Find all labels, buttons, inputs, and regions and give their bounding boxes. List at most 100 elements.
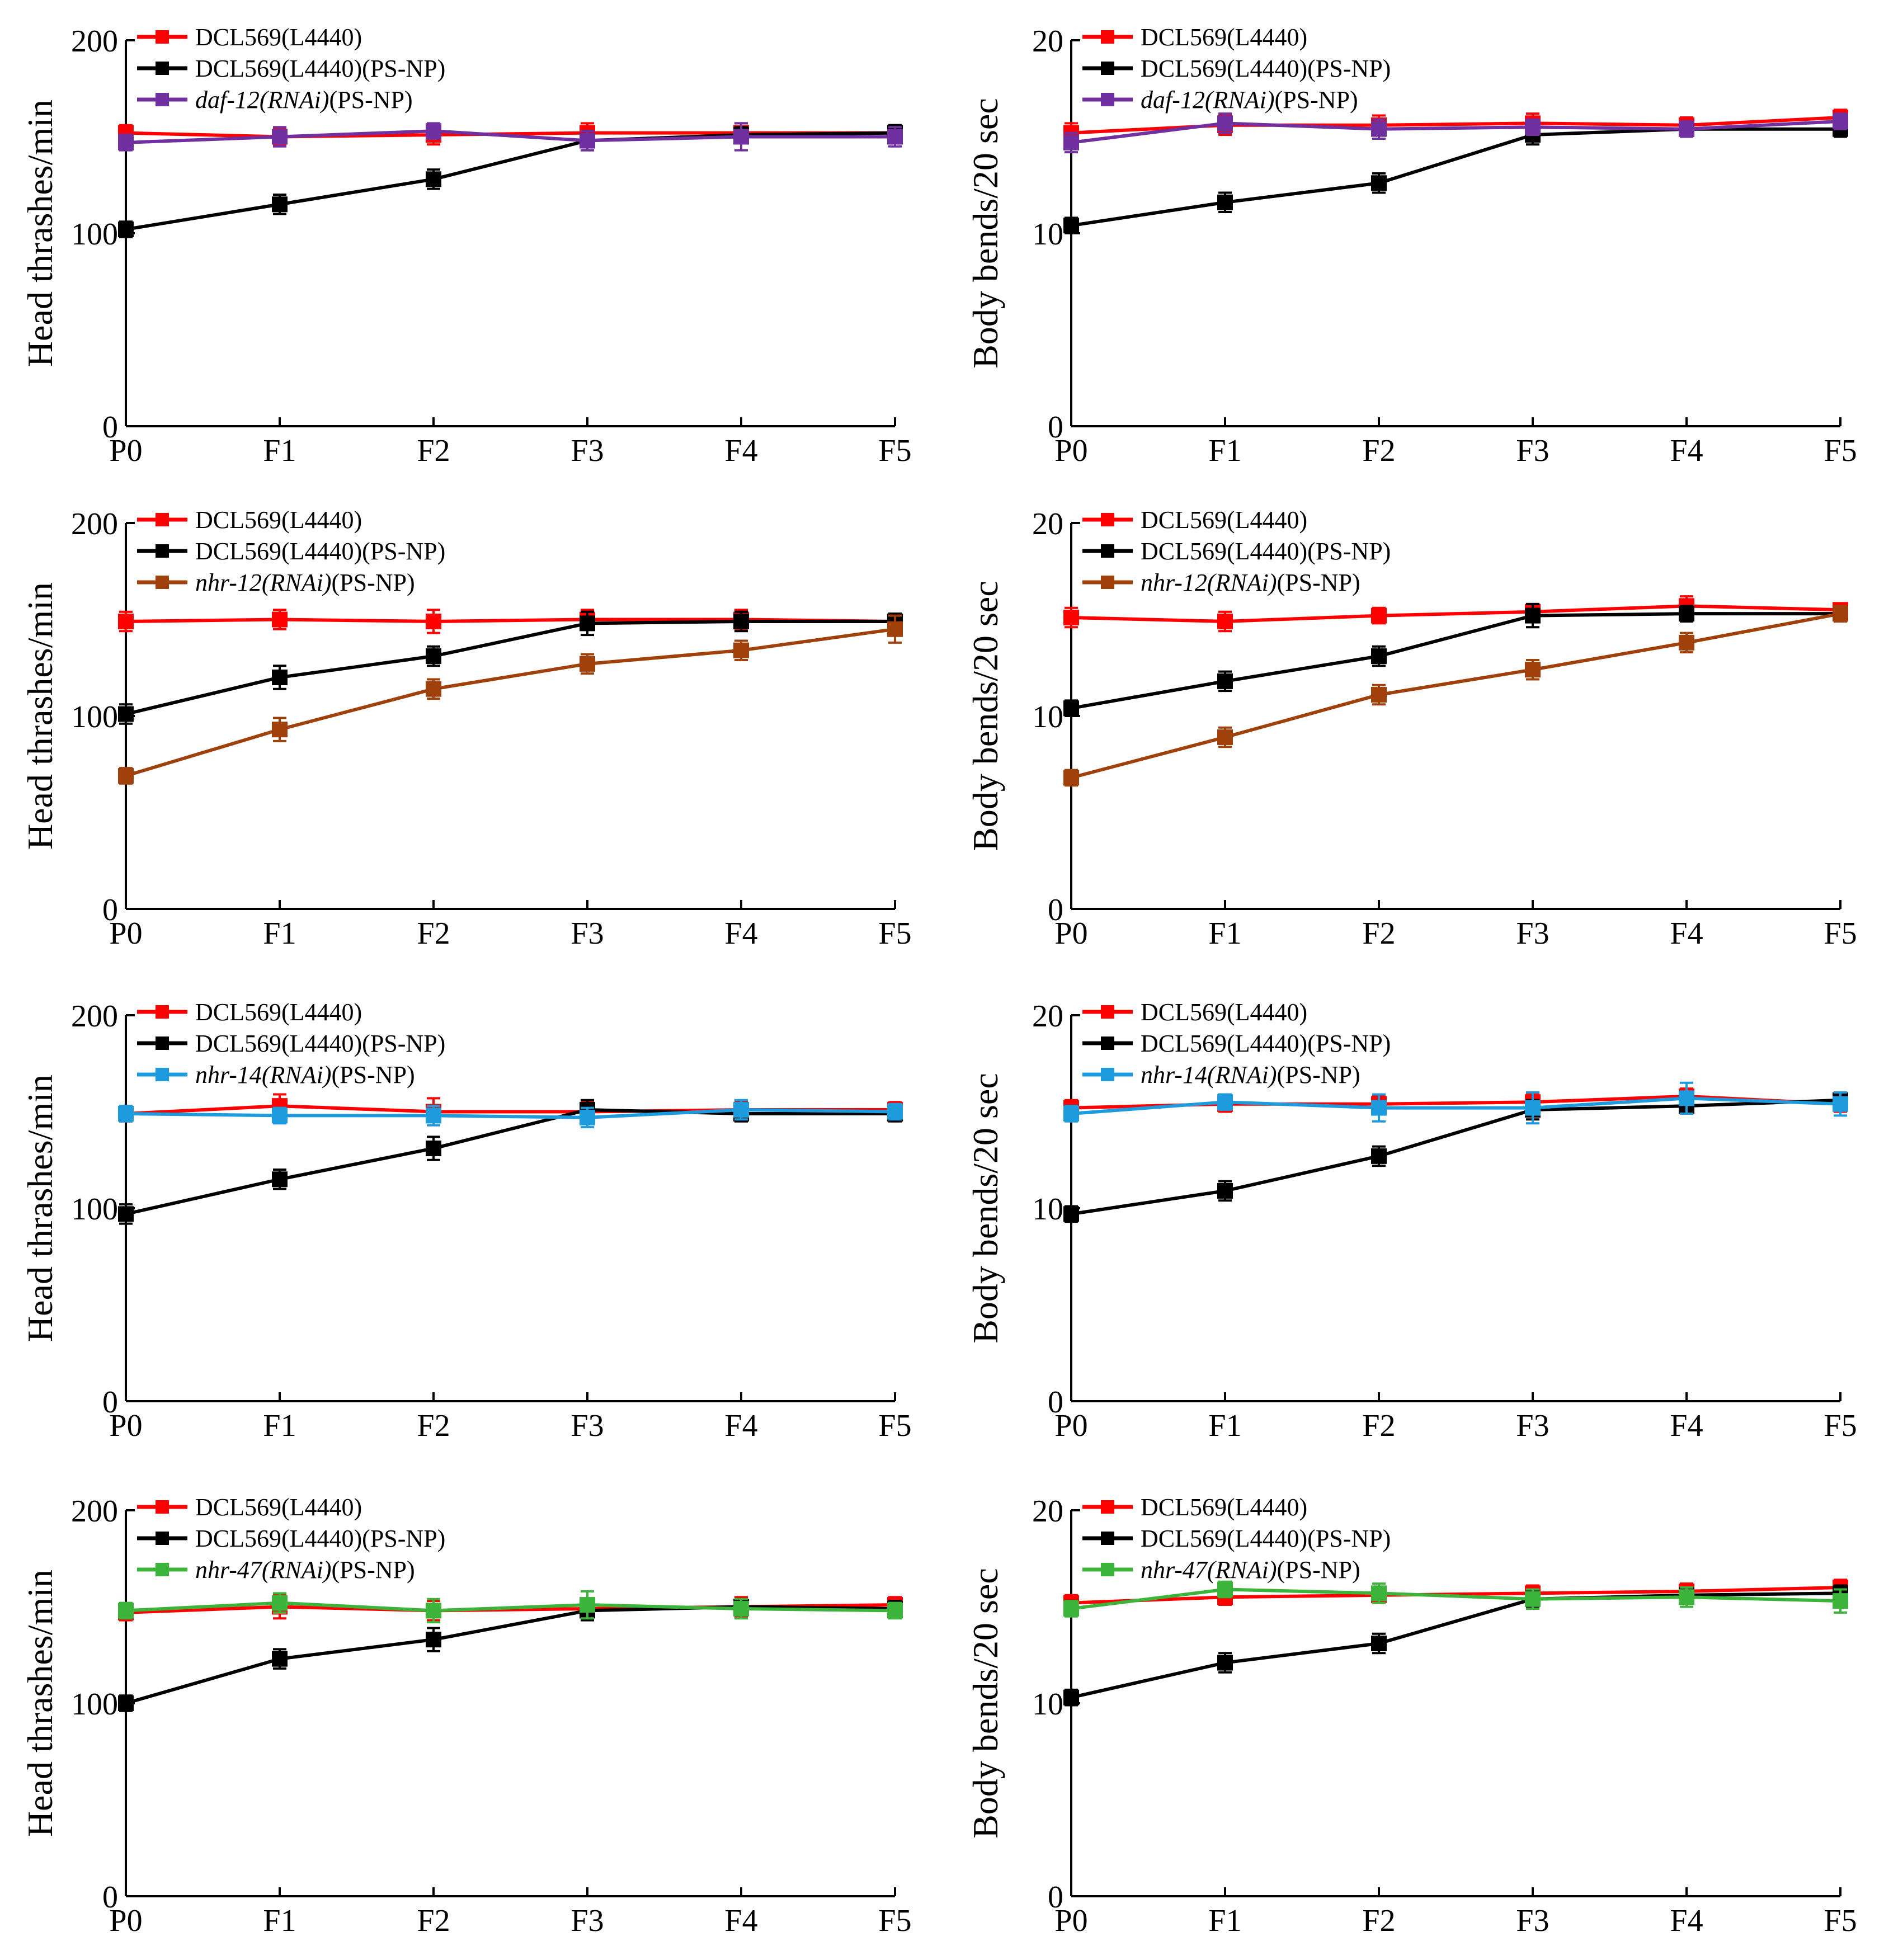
chart6-x-tick-label: F1 [263, 1904, 296, 1938]
chart6-x-tick-label: F3 [571, 1904, 604, 1938]
chart6-panel: P0 F1 F2 F3 F4 F5 0 100 200 Head thrashes/min DCL5… [20, 1493, 912, 1938]
chart0-data-point [118, 134, 134, 150]
chart4-panel: P0 F1 F2 F3 F4 F5 0 100 200 Head thrashes/min DCL5… [20, 998, 912, 1443]
chart2-legend-marker [156, 544, 169, 558]
chart7-x-tick-label: F5 [1824, 1904, 1857, 1938]
chart0-panel: P0 F1 F2 F3 F4 F5 0 100 200 Head thrashes/min DCL5… [20, 23, 912, 468]
chart5-legend-marker [1101, 1005, 1114, 1019]
chart1-legend-label: DCL569(L4440)(PS-NP) [1141, 55, 1391, 82]
chart6-legend-label: DCL569(L4440) [195, 1493, 362, 1521]
chart4-y-tick-label: 200 [71, 999, 118, 1034]
chart1-x-tick-label: F1 [1208, 434, 1241, 468]
chart5-panel: P0 F1 F2 F3 F4 F5 0 10 20 Body bends/20 sec DCL569… [966, 998, 1857, 1443]
chart0-x-tick-label: F1 [263, 434, 296, 468]
chart2-y-axis-label: Head thrashes/min [20, 582, 60, 850]
chart1-x-tick-label: F3 [1516, 434, 1549, 468]
chart2-y-tick-label: 200 [71, 507, 118, 541]
chart3-data-point [1833, 606, 1848, 622]
chart7-y-tick-label: 20 [1032, 1494, 1063, 1529]
chart0-y-tick-label: 200 [71, 24, 118, 59]
chart5-y-tick-label: 10 [1032, 1192, 1063, 1227]
chart3-data-point [1063, 610, 1079, 626]
chart0-data-point [733, 129, 749, 145]
chart4-data-point [272, 1108, 288, 1124]
chart6-legend: DCL569(L4440) DCL569(L4440)(PS-NP) nhr-47(… [137, 1493, 445, 1584]
chart2-x-tick-label: P0 [109, 916, 142, 951]
chart7-series-line [1071, 1591, 1841, 1699]
chart5-x-tick-label: F2 [1362, 1408, 1395, 1443]
chart7-x-tick-label: F2 [1362, 1904, 1395, 1938]
chart3-data-point [1525, 662, 1541, 678]
chart1-panel: P0 F1 F2 F3 F4 F5 0 10 20 Body bends/20 sec DCL569… [966, 23, 1857, 468]
chart1-series-line [1071, 119, 1841, 144]
chart5-legend-label: DCL569(L4440)(PS-NP) [1141, 1030, 1391, 1057]
chart2-data-point [580, 615, 595, 632]
chart4-data-point [580, 1109, 595, 1125]
chart4-x-tick-label: F1 [263, 1408, 296, 1443]
chart3-y-tick-label: 20 [1032, 507, 1063, 541]
chart4-series-line [125, 1108, 896, 1119]
chart2-series-2 [118, 614, 903, 785]
chart2-data-point [118, 706, 134, 722]
chart0-series-line [125, 129, 895, 144]
chart1-data-point [1217, 115, 1233, 131]
chart4-x-tick-label: F4 [724, 1408, 757, 1443]
chart2-data-point [272, 670, 288, 685]
chart6-x-tick-label: P0 [109, 1904, 142, 1938]
chart0-x-tick-label: F3 [571, 434, 604, 468]
chart1-y-axis-label: Body bends/20 sec [966, 98, 1005, 369]
chart2-data-point [118, 613, 134, 629]
chart2-legend-label: nhr-12(RNAi)(PS-NP) [195, 569, 415, 596]
chart5-data-point [1217, 1182, 1233, 1199]
chart7-data-point [1217, 1581, 1233, 1598]
chart0-data-point [272, 129, 288, 145]
chart3-data-point [1217, 673, 1233, 689]
chart3-legend-marker [1101, 576, 1114, 589]
chart6-y-tick-label: 200 [71, 1494, 118, 1529]
chart5-data-point [1063, 1206, 1079, 1222]
chart4-x-tick-label: F3 [571, 1408, 604, 1443]
chart6-legend-label: DCL569(L4440)(PS-NP) [195, 1525, 445, 1552]
chart6-series-2 [118, 1590, 903, 1624]
chart5-x-tick-label: F1 [1208, 1408, 1241, 1443]
chart0-data-point [272, 196, 288, 213]
chart7-legend-label: nhr-47(RNAi)(PS-NP) [1141, 1556, 1360, 1584]
chart5-data-point [1371, 1148, 1387, 1164]
chart6-x-tick-label: F2 [417, 1904, 450, 1938]
chart0-data-point [887, 129, 903, 145]
chart1-legend-label: DCL569(L4440) [1141, 23, 1307, 51]
chart2-legend-label: DCL569(L4440)(PS-NP) [195, 538, 445, 565]
chart2-data-point [887, 621, 903, 637]
chart0-x-tick-label: F4 [724, 434, 757, 468]
chart2-x-tick-label: F5 [878, 916, 911, 951]
chart0-legend-label: DCL569(L4440)(PS-NP) [195, 55, 445, 82]
chart5-series-line [1071, 1098, 1841, 1216]
chart4-legend-label: DCL569(L4440)(PS-NP) [195, 1030, 445, 1057]
chart4-x-tick-label: F2 [417, 1408, 450, 1443]
chart2-data-point [426, 613, 441, 629]
chart6-y-tick-label: 100 [71, 1687, 118, 1722]
chart1-data-point [1063, 218, 1079, 234]
chart3-series-line [1071, 612, 1840, 710]
chart3-y-axis-label: Body bends/20 sec [966, 581, 1005, 851]
chart2-y-tick-label: 0 [102, 893, 118, 927]
chart5-y-tick-label: 0 [1048, 1385, 1063, 1420]
chart5-legend-label: nhr-14(RNAi)(PS-NP) [1141, 1061, 1360, 1089]
chart3-data-point [1371, 648, 1387, 665]
chart0-data-point [118, 222, 134, 238]
chart7-data-point [1833, 1593, 1848, 1609]
chart3-series-line [1071, 612, 1841, 780]
chart5-x-tick-label: F3 [1516, 1408, 1549, 1443]
chart5-legend-marker [1101, 1036, 1114, 1050]
chart7-data-point [1371, 1585, 1387, 1601]
chart1-data-point [1371, 175, 1387, 191]
chart3-panel: P0 F1 F2 F3 F4 F5 0 10 20 Body bends/20 sec DCL569… [966, 506, 1857, 951]
chart7-y-tick-label: 10 [1032, 1687, 1063, 1722]
chart7-legend: DCL569(L4440) DCL569(L4440)(PS-NP) nhr-47(… [1082, 1493, 1391, 1584]
chart2-data-point [426, 681, 441, 697]
chart0-data-point [426, 171, 441, 187]
chart1-legend-marker [1101, 93, 1114, 106]
chart4-y-axis-label: Head thrashes/min [20, 1075, 60, 1342]
chart2-x-tick-label: F1 [263, 916, 296, 951]
chart0-data-point [426, 123, 441, 139]
